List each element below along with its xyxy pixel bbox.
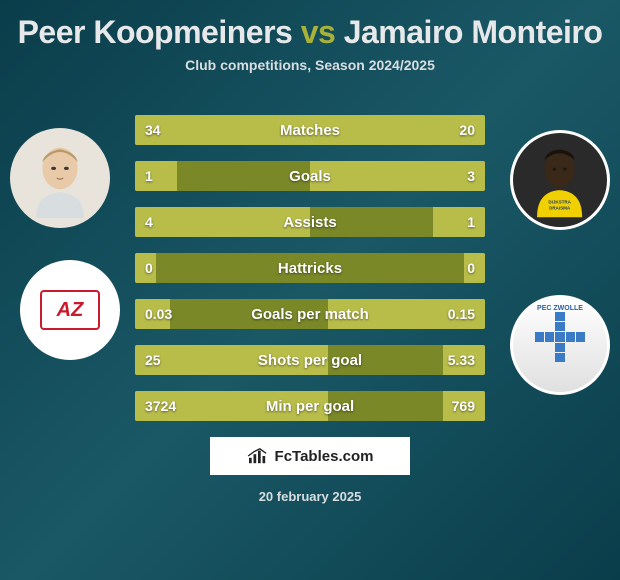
stat-row: 4 1Assists (135, 207, 485, 237)
stat-value-right: 769 (452, 398, 475, 414)
title-player1: Peer Koopmeiners (18, 14, 293, 50)
stat-value-left: 34 (145, 122, 161, 138)
club2-cross-icon (535, 312, 585, 362)
stat-value-right: 20 (459, 122, 475, 138)
club1-badge: AZ (20, 260, 120, 360)
club2-label: PEC ZWOLLE (537, 305, 583, 312)
footer-site: FcTables.com (275, 448, 374, 465)
stat-value-right: 5.33 (448, 352, 475, 368)
stat-label: Hattricks (135, 260, 485, 277)
stat-value-left: 1 (145, 168, 153, 184)
stat-value-right: 1 (467, 214, 475, 230)
stat-value-left: 3724 (145, 398, 176, 414)
stat-label: Assists (135, 214, 485, 231)
stat-value-right: 0 (467, 260, 475, 276)
stat-row: 34 20Matches (135, 115, 485, 145)
stat-row: 0 0Hattricks (135, 253, 485, 283)
svg-text:DIJKSTRA: DIJKSTRA (549, 200, 572, 205)
stat-row: 25 5.33Shots per goal (135, 345, 485, 375)
stat-label: Goals per match (135, 306, 485, 323)
stat-value-right: 0.15 (448, 306, 475, 322)
stats-container: 3420Matches13Goals41Assists00Hattricks0.… (135, 91, 485, 421)
chart-icon (247, 447, 269, 465)
stat-value-left: 25 (145, 352, 161, 368)
stat-label: Matches (135, 122, 485, 139)
stat-row: 0.03 0.15Goals per match (135, 299, 485, 329)
stat-value-left: 0 (145, 260, 153, 276)
subtitle: Club competitions, Season 2024/2025 (0, 57, 620, 91)
footer-date: 20 february 2025 (0, 489, 620, 504)
club1-label: AZ (57, 299, 84, 322)
svg-text:DRAISMA: DRAISMA (550, 206, 572, 211)
stat-label: Min per goal (135, 398, 485, 415)
stat-value-right: 3 (467, 168, 475, 184)
footer-badge[interactable]: FcTables.com (210, 437, 410, 475)
stat-value-left: 0.03 (145, 306, 172, 322)
club2-badge: PEC ZWOLLE (510, 295, 610, 395)
player2-avatar: DIJKSTRA DRAISMA (510, 130, 610, 230)
stat-value-left: 4 (145, 214, 153, 230)
stat-row: 3724 769Min per goal (135, 391, 485, 421)
stat-label: Shots per goal (135, 352, 485, 369)
title-player2: Jamairo Monteiro (344, 14, 603, 50)
title-vs: vs (301, 14, 336, 50)
player1-avatar (10, 128, 110, 228)
page-title: Peer Koopmeiners vs Jamairo Monteiro (0, 0, 620, 57)
stat-row: 1 3Goals (135, 161, 485, 191)
stat-label: Goals (135, 168, 485, 185)
